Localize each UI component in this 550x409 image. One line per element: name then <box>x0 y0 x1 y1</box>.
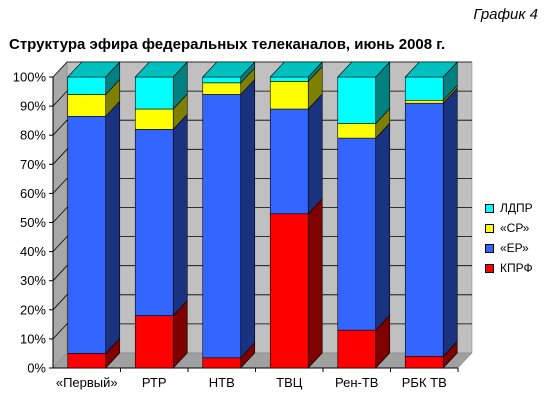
bar-segment <box>202 76 242 84</box>
bar-segment <box>134 108 174 130</box>
y-tick-label: 90% <box>20 99 46 114</box>
x-category-label: Рен-ТВ <box>335 375 378 390</box>
bar-segment <box>404 99 444 104</box>
legend-item: ЛДПР <box>485 198 533 218</box>
bar-segment-top <box>202 61 256 78</box>
x-category-label: РТР <box>142 375 167 390</box>
bar-segment <box>337 329 377 369</box>
legend-label: ЛДПР <box>500 201 533 215</box>
bar-segment <box>202 94 242 359</box>
bar-segment <box>269 213 309 369</box>
figure-caption: График 4 <box>473 6 538 23</box>
gridline <box>52 294 472 311</box>
legend-label: «СР» <box>500 221 530 235</box>
bar-segment <box>404 76 444 101</box>
bar-segment <box>337 76 377 124</box>
x-category-label: НТВ <box>209 375 235 390</box>
bar-segment <box>67 115 107 354</box>
bar-segment <box>134 315 174 369</box>
y-tick-label: 100% <box>13 70 47 85</box>
chart-title: Структура эфира федеральных телеканалов,… <box>9 36 446 53</box>
gridline <box>52 207 472 223</box>
bar-segment-top <box>269 61 323 78</box>
gridline <box>52 119 472 136</box>
bar-segment <box>134 129 174 316</box>
bar-segment <box>134 76 174 110</box>
legend-item: КПРФ <box>485 258 533 278</box>
bar-segment-top <box>67 61 121 78</box>
gridline <box>52 90 472 107</box>
legend-item: «СР» <box>485 218 533 238</box>
bar-segment-side <box>172 113 188 317</box>
gridline <box>52 323 472 340</box>
legend-item: «ЕР» <box>485 238 533 258</box>
gridline <box>52 177 472 194</box>
bar-segment-top <box>337 61 391 78</box>
y-tick-label: 30% <box>20 273 46 288</box>
bar-segment <box>67 94 107 117</box>
legend-swatch <box>485 263 494 273</box>
bar-segment <box>269 108 309 215</box>
y-tick-label: 20% <box>20 302 46 317</box>
bar-segment-side <box>307 93 323 215</box>
y-tick-label: 70% <box>20 157 46 172</box>
y-tick-label: 50% <box>20 215 46 230</box>
gridline <box>52 61 472 78</box>
bar-segment-top <box>404 61 458 78</box>
bar-segment <box>67 353 107 369</box>
bar-segment <box>337 123 377 139</box>
bar-segment <box>404 102 444 357</box>
gridline <box>52 236 472 252</box>
bar-segment <box>67 76 107 95</box>
gridline <box>52 265 472 281</box>
bar-segment-side <box>375 122 391 331</box>
bar-segment <box>337 137 377 331</box>
gridline <box>52 148 472 165</box>
x-category-label: ТВЦ <box>276 375 303 390</box>
bar-segment-top <box>134 61 188 78</box>
bar-segment-side <box>307 198 323 369</box>
chart-legend: ЛДПР «СР» «ЕР» КПРФ <box>485 198 533 278</box>
y-tick-label: 40% <box>20 244 46 259</box>
bar-segment <box>202 82 242 95</box>
x-category-label: «Первый» <box>56 375 118 390</box>
bar-segment-side <box>240 78 256 359</box>
y-tick-label: 60% <box>20 186 46 201</box>
bar-segment-side <box>105 100 121 355</box>
bar-segment <box>404 356 444 369</box>
bar-segment <box>202 357 242 369</box>
x-category-label: РБК ТВ <box>402 375 447 390</box>
legend-label: КПРФ <box>500 261 533 275</box>
bar-segment <box>269 81 309 110</box>
legend-swatch <box>485 223 494 233</box>
legend-swatch <box>485 243 494 253</box>
y-tick-label: 10% <box>20 331 46 346</box>
bar-segment <box>269 76 309 82</box>
bar-segment-side <box>442 87 458 358</box>
legend-label: «ЕР» <box>500 241 529 255</box>
y-tick-label: 0% <box>27 361 46 376</box>
legend-swatch <box>485 203 494 213</box>
y-tick-label: 80% <box>20 128 46 143</box>
